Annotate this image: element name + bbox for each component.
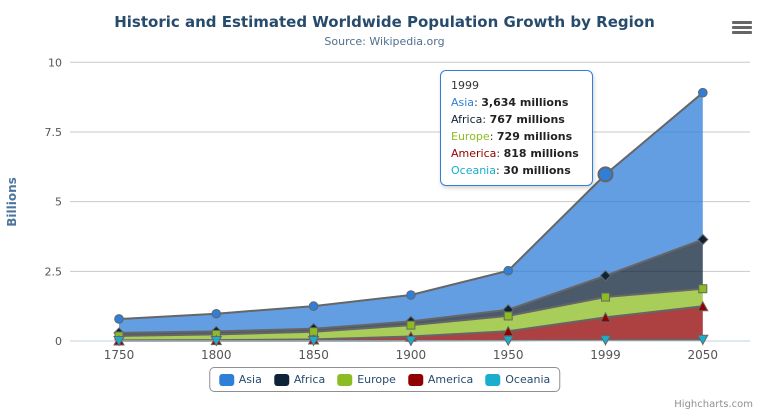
x-axis-label: 2050	[688, 348, 719, 362]
legend-item-europe[interactable]: Europe	[337, 373, 396, 386]
area-africa	[119, 239, 703, 336]
tooltip-row-america: America: 818 millions	[451, 147, 579, 160]
hamburger-icon	[732, 26, 752, 29]
tooltip-row-africa: Africa: 767 millions	[451, 113, 565, 126]
y-axis-label: 2.5	[45, 265, 63, 278]
marker-oceania-2050[interactable]	[696, 334, 709, 346]
tooltip-series-value: 818 millions	[503, 147, 579, 160]
tooltip: 1999 Asia: 3,634 millions Africa: 767 mil…	[440, 70, 593, 186]
y-axis-labels: 0 2.5 5 7.5 10	[45, 56, 63, 348]
tooltip-series-value: 30 millions	[503, 164, 571, 177]
marker-america-2050[interactable]	[696, 300, 709, 312]
tooltip-row-asia: Asia: 3,634 millions	[451, 96, 569, 109]
area-america	[119, 306, 703, 341]
tooltip-series-name: Oceania	[451, 164, 496, 177]
legend-symbol	[485, 373, 501, 386]
legend-label: Africa	[293, 373, 326, 386]
marker-oceania-1950[interactable]	[502, 335, 515, 347]
series-areas	[119, 92, 703, 341]
marker-africa-2050[interactable]	[697, 233, 709, 246]
tooltip-series-value: 767 millions	[489, 113, 565, 126]
marker-asia-1800[interactable]	[211, 308, 222, 319]
legend-symbol	[407, 373, 423, 386]
x-axis-labels: 1750 1800 1850 1900 1950 1999 2050	[104, 348, 718, 362]
tooltip-series-name: Africa	[451, 113, 483, 126]
legend-symbol	[337, 373, 353, 386]
credits-link[interactable]: Highcharts.com	[674, 399, 753, 410]
series-markers	[113, 87, 709, 347]
x-axis-label: 1750	[104, 348, 135, 362]
marker-europe-1900[interactable]	[406, 320, 416, 330]
tooltip-series-name: Europe	[451, 130, 490, 143]
legend: Asia Africa Europe America Oceania	[208, 367, 561, 392]
hover-marker-asia-1999[interactable]	[597, 166, 614, 183]
legend-label: America	[427, 373, 474, 386]
legend-item-africa[interactable]: Africa	[273, 373, 326, 386]
y-axis-label: 0	[55, 335, 62, 348]
marker-america-1999[interactable]	[599, 311, 612, 323]
marker-asia-1850[interactable]	[308, 301, 319, 311]
y-axis-label: 7.5	[45, 126, 63, 139]
marker-oceania-1750[interactable]	[113, 335, 125, 347]
marker-asia-1900[interactable]	[406, 290, 416, 300]
y-axis-title: Billions	[5, 177, 19, 227]
marker-africa-1999[interactable]	[599, 269, 612, 282]
tooltip-row-europe: Europe: 729 millions	[451, 130, 573, 143]
y-axis-label: 10	[48, 56, 62, 69]
marker-asia-1950[interactable]	[503, 265, 514, 276]
tooltip-series-name: America	[451, 147, 497, 160]
x-axis-label: 1950	[493, 348, 524, 362]
x-axis-label: 1900	[396, 348, 427, 362]
marker-asia-1750[interactable]	[114, 314, 124, 324]
legend-label: Europe	[357, 373, 396, 386]
x-axis-label: 1850	[298, 348, 329, 362]
tooltip-series-value: 3,634 millions	[481, 96, 569, 109]
tooltip-series-value: 729 millions	[496, 130, 573, 143]
export-menu-button[interactable]	[732, 21, 752, 36]
legend-item-asia[interactable]: Asia	[218, 373, 262, 386]
legend-symbol	[273, 373, 289, 386]
legend-label: Oceania	[505, 373, 551, 386]
x-axis-label: 1999	[590, 348, 621, 362]
tooltip-series-name: Asia	[451, 96, 475, 109]
marker-oceania-1999[interactable]	[599, 335, 612, 346]
x-axis-label: 1800	[201, 348, 232, 362]
marker-europe-1999[interactable]	[601, 292, 610, 302]
legend-item-oceania[interactable]: Oceania	[485, 373, 550, 386]
hamburger-icon	[732, 31, 752, 34]
legend-symbol	[218, 373, 234, 386]
area-asia	[119, 92, 703, 333]
legend-item-america[interactable]: America	[407, 373, 474, 386]
chart-title: Historic and Estimated Worldwide Populat…	[114, 13, 655, 31]
legend-label: Asia	[238, 373, 262, 386]
y-axis-label: 5	[55, 196, 62, 209]
tooltip-category: 1999	[451, 79, 479, 92]
tooltip-rows: Asia: 3,634 millions Africa: 767 millions…	[451, 94, 582, 179]
marker-asia-2050[interactable]	[698, 87, 708, 98]
marker-europe-1950[interactable]	[503, 311, 513, 321]
marker-oceania-1900[interactable]	[405, 335, 417, 347]
marker-oceania-1800[interactable]	[210, 335, 223, 347]
marker-oceania-1850[interactable]	[307, 335, 320, 347]
chart-subtitle: Source: Wikipedia.org	[324, 35, 445, 48]
tooltip-row-oceania: Oceania: 30 millions	[451, 164, 571, 177]
marker-europe-2050[interactable]	[698, 284, 708, 294]
hamburger-icon	[732, 21, 752, 24]
